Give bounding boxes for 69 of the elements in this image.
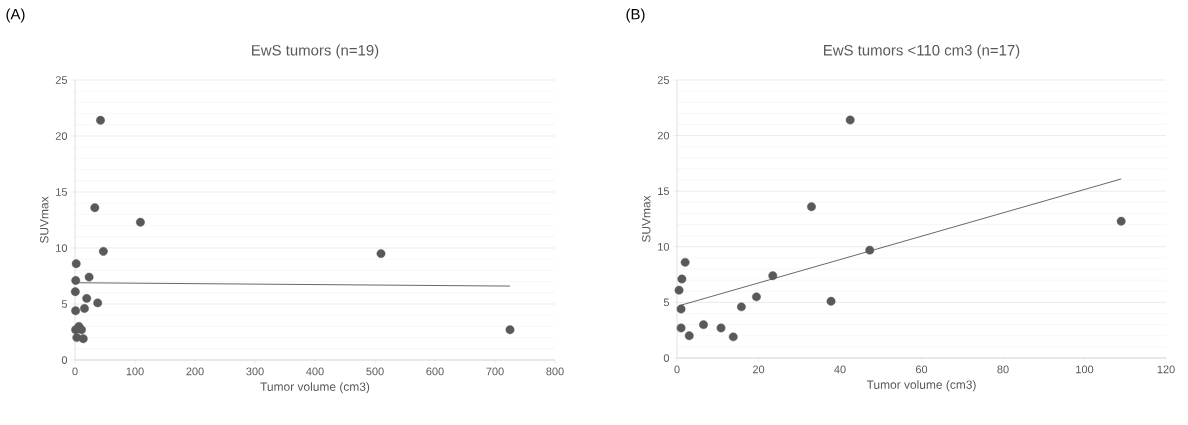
point <box>684 331 694 341</box>
point <box>680 257 690 267</box>
point <box>93 298 103 308</box>
point <box>96 115 105 125</box>
point <box>676 304 686 314</box>
y-tick-label: 15 <box>56 188 68 196</box>
y-tick-label: 15 <box>658 187 670 196</box>
x-tick-label: 80 <box>997 365 1009 374</box>
point <box>768 271 778 281</box>
y-tick-label: 0 <box>61 356 68 364</box>
point <box>699 320 708 330</box>
x-tick-label: 0 <box>674 365 680 374</box>
x-tick-label: 500 <box>366 367 384 376</box>
x-tick-label: 800 <box>546 367 564 376</box>
y-tick-label: 0 <box>663 354 670 362</box>
point <box>80 304 89 313</box>
text: (A) <box>6 8 25 23</box>
point <box>70 287 80 297</box>
y-axis-title: SUVmax <box>642 195 651 243</box>
y-tick-label: 25 <box>55 76 68 84</box>
point <box>84 272 94 282</box>
point <box>78 334 88 344</box>
chart-title: EwS tumors <110 cm3 (n=17) <box>824 44 1020 59</box>
point <box>737 302 746 312</box>
x-tick-label: 400 <box>306 367 324 376</box>
point <box>676 323 686 333</box>
x-tick-label: 300 <box>246 367 264 376</box>
point <box>98 246 108 256</box>
x-tick-label: 20 <box>752 365 765 374</box>
y-tick-label: 10 <box>56 244 68 252</box>
x-tick-label: 100 <box>126 367 144 376</box>
text: (B) <box>626 8 645 23</box>
point <box>1116 216 1126 226</box>
point <box>677 274 687 284</box>
point <box>865 245 875 255</box>
point <box>716 323 726 333</box>
y-tick-label: 5 <box>61 300 68 308</box>
y-tick-label: 20 <box>657 131 670 140</box>
point <box>71 259 81 269</box>
x-tick-label: 120 <box>1157 365 1175 374</box>
x-tick-label: 600 <box>426 367 444 376</box>
chart-title: EwS tumors (n=19) <box>252 44 379 59</box>
point <box>674 285 684 295</box>
y-tick-label: 25 <box>657 76 670 84</box>
point <box>807 202 816 212</box>
x-axis-title: Tumor volume (cm3) <box>260 382 370 394</box>
x-tick-label: 100 <box>1076 365 1094 374</box>
x-tick-label: 40 <box>834 365 846 374</box>
point <box>136 217 145 227</box>
point <box>752 292 761 302</box>
point <box>82 294 92 303</box>
x-axis-title: Tumor volume (cm3) <box>866 380 976 392</box>
point <box>90 203 100 213</box>
point <box>505 325 515 335</box>
point <box>71 306 80 316</box>
x-tick-label: 200 <box>186 367 204 376</box>
y-tick-label: 10 <box>658 242 670 251</box>
point <box>728 332 738 342</box>
point <box>376 249 386 258</box>
x-tick-label: 0 <box>72 367 78 376</box>
point <box>77 325 86 335</box>
point <box>826 296 836 306</box>
point <box>71 276 81 285</box>
y-tick-label: 5 <box>663 298 670 307</box>
x-tick-label: 60 <box>915 365 928 374</box>
x-tick-label: 700 <box>486 367 504 376</box>
y-axis-title: SUVmax <box>39 196 49 244</box>
y-tick-label: 20 <box>55 132 68 140</box>
point <box>845 115 855 125</box>
